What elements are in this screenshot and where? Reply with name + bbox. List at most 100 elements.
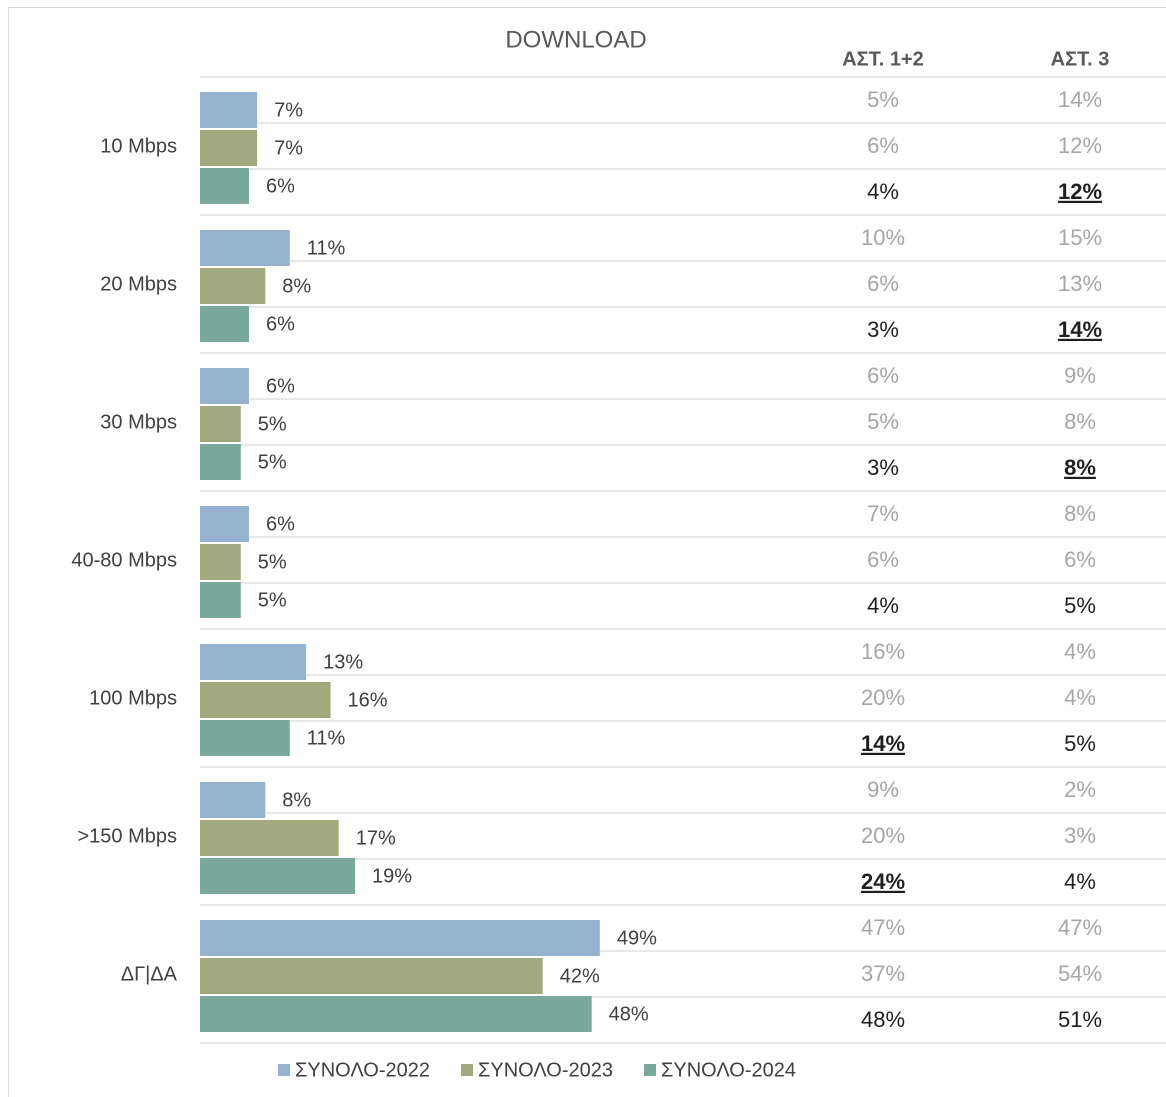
table-cell: 3% <box>867 317 899 342</box>
bar-label: 5% <box>258 589 287 611</box>
bar-label: 17% <box>356 827 396 849</box>
bar <box>200 368 249 404</box>
bar <box>200 406 241 442</box>
bar-label: 42% <box>560 965 600 987</box>
table-cell: 8% <box>1064 409 1096 434</box>
table-cell: 4% <box>1064 639 1096 664</box>
bar-label: 6% <box>266 513 295 535</box>
bar <box>200 644 307 680</box>
table-cell: 15% <box>1058 225 1102 250</box>
bar-label: 19% <box>372 865 412 887</box>
table-cell: 6% <box>867 271 899 296</box>
table-cell: 20% <box>861 685 905 710</box>
table-cell: 6% <box>867 547 899 572</box>
legend-swatch <box>644 1064 656 1076</box>
legend-swatch <box>278 1064 290 1076</box>
table-cell: 14% <box>1058 87 1102 112</box>
table-cell: 6% <box>867 363 899 388</box>
column-header: ΑΣΤ. 3 <box>1051 48 1110 70</box>
bar <box>200 168 249 204</box>
bar <box>200 230 290 266</box>
table-cell: 6% <box>1064 547 1096 572</box>
bar-label: 11% <box>307 727 346 749</box>
bar-label: 11% <box>307 237 346 259</box>
table-cell: 12% <box>1058 179 1102 204</box>
bar <box>200 720 290 756</box>
table-cell: 6% <box>867 133 899 158</box>
bar-label: 5% <box>258 551 287 573</box>
frame <box>8 7 1166 1097</box>
bar <box>200 682 331 718</box>
legend-label: ΣΥΝΟΛΟ-2023 <box>478 1059 613 1081</box>
column-header: ΑΣΤ. 1+2 <box>842 48 924 70</box>
bar-label: 7% <box>274 99 303 121</box>
table-cell: 9% <box>867 777 899 802</box>
bar-label: 5% <box>258 451 287 473</box>
bar <box>200 506 249 542</box>
category-label: 30 Mbps <box>100 411 177 433</box>
table-cell: 5% <box>1064 731 1096 756</box>
table-cell: 10% <box>861 225 905 250</box>
table-cell: 3% <box>867 455 899 480</box>
bar <box>200 920 600 956</box>
bar-label: 16% <box>348 689 388 711</box>
bar-label: 48% <box>609 1003 649 1025</box>
bar <box>200 268 266 304</box>
bar-label: 8% <box>282 789 311 811</box>
bar <box>200 996 592 1032</box>
table-cell: 8% <box>1064 455 1096 480</box>
bar <box>200 306 249 342</box>
table-cell: 48% <box>861 1007 905 1032</box>
table-cell: 5% <box>1064 593 1096 618</box>
table-cell: 4% <box>1064 685 1096 710</box>
bar <box>200 958 543 994</box>
bar <box>200 130 258 166</box>
table-cell: 4% <box>867 593 899 618</box>
bar-label: 13% <box>323 651 363 673</box>
bar-label: 6% <box>266 175 295 197</box>
bar <box>200 92 258 128</box>
table-cell: 47% <box>1058 915 1102 940</box>
category-label: 10 Mbps <box>100 135 177 157</box>
table-cell: 2% <box>1064 777 1096 802</box>
bar-label: 6% <box>266 375 295 397</box>
table-cell: 7% <box>867 501 899 526</box>
legend-label: ΣΥΝΟΛΟ-2022 <box>295 1059 430 1081</box>
bar <box>200 782 266 818</box>
legend-label: ΣΥΝΟΛΟ-2024 <box>661 1059 796 1081</box>
bar <box>200 858 356 894</box>
bar <box>200 582 241 618</box>
table-cell: 3% <box>1064 823 1096 848</box>
bar-label: 49% <box>617 927 657 949</box>
table-cell: 12% <box>1058 133 1102 158</box>
table-cell: 47% <box>861 915 905 940</box>
table-cell: 51% <box>1058 1007 1102 1032</box>
category-label: 40-80 Mbps <box>71 549 177 571</box>
category-label: 20 Mbps <box>100 273 177 295</box>
legend-swatch <box>461 1064 473 1076</box>
table-cell: 4% <box>1064 869 1096 894</box>
bar <box>200 444 241 480</box>
bar-label: 7% <box>274 137 303 159</box>
table-cell: 9% <box>1064 363 1096 388</box>
bar-label: 8% <box>282 275 311 297</box>
table-cell: 37% <box>861 961 905 986</box>
table-cell: 24% <box>861 869 905 894</box>
bar-label: 5% <box>258 413 287 435</box>
category-label: 100 Mbps <box>89 687 177 709</box>
category-label: ΔΓ|ΔΑ <box>121 963 178 985</box>
table-cell: 5% <box>867 409 899 434</box>
bar-label: 6% <box>266 313 295 335</box>
table-cell: 13% <box>1058 271 1102 296</box>
table-cell: 8% <box>1064 501 1096 526</box>
category-label: >150 Mbps <box>77 825 177 847</box>
bar <box>200 544 241 580</box>
table-cell: 20% <box>861 823 905 848</box>
table-cell: 54% <box>1058 961 1102 986</box>
table-cell: 14% <box>861 731 905 756</box>
chart-title: DOWNLOAD <box>505 26 646 53</box>
bar <box>200 820 339 856</box>
table-cell: 16% <box>861 639 905 664</box>
table-cell: 4% <box>867 179 899 204</box>
